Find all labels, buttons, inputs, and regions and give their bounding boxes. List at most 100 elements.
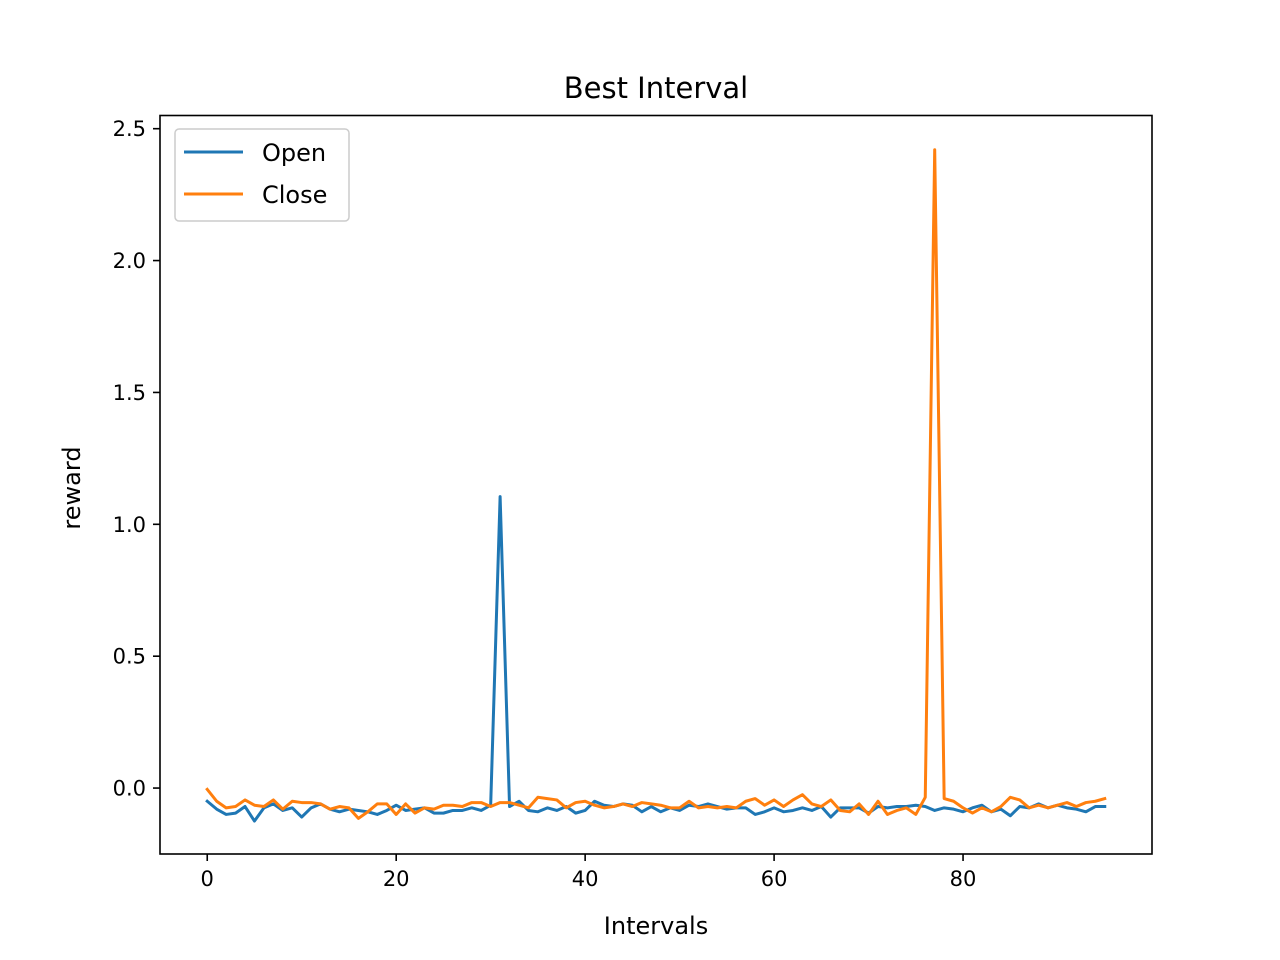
data-point-open bbox=[943, 806, 946, 809]
data-point-close bbox=[366, 810, 369, 813]
data-point-close bbox=[1028, 806, 1031, 809]
data-point-close bbox=[877, 800, 880, 803]
data-point-open bbox=[395, 804, 398, 807]
data-point-open bbox=[848, 806, 851, 809]
data-point-open bbox=[432, 812, 435, 815]
data-point-close bbox=[546, 797, 549, 800]
data-point-close bbox=[829, 798, 832, 801]
data-point-close bbox=[952, 800, 955, 803]
data-point-close bbox=[404, 802, 407, 805]
data-point-open bbox=[914, 804, 917, 807]
data-point-close bbox=[215, 800, 218, 803]
y-tick-label: 2.5 bbox=[113, 117, 146, 141]
data-point-close bbox=[395, 813, 398, 816]
data-point-close bbox=[442, 804, 445, 807]
data-point-close bbox=[678, 806, 681, 809]
data-point-close bbox=[1075, 805, 1078, 808]
data-point-close bbox=[688, 800, 691, 803]
data-point-open bbox=[555, 809, 558, 812]
data-point-close bbox=[262, 805, 265, 808]
data-point-open bbox=[1084, 810, 1087, 813]
data-point-open bbox=[451, 809, 454, 812]
data-point-open bbox=[518, 800, 521, 803]
data-point-close bbox=[990, 810, 993, 813]
data-point-close bbox=[706, 805, 709, 808]
data-point-open bbox=[215, 808, 218, 811]
data-point-close bbox=[773, 798, 776, 801]
data-point-close bbox=[612, 805, 615, 808]
data-point-close bbox=[565, 806, 568, 809]
data-point-close bbox=[763, 804, 766, 807]
data-point-open bbox=[933, 809, 936, 812]
data-point-open bbox=[640, 810, 643, 813]
data-point-open bbox=[508, 805, 511, 808]
data-point-close bbox=[886, 813, 889, 816]
data-point-close bbox=[791, 798, 794, 801]
x-tick-label: 0 bbox=[201, 867, 214, 891]
data-point-close bbox=[848, 810, 851, 813]
data-point-open bbox=[782, 810, 785, 813]
data-point-close bbox=[244, 798, 247, 801]
data-point-open bbox=[357, 809, 360, 812]
x-axis: 0 20 40 60 80 bbox=[201, 854, 977, 891]
plot-frame bbox=[159, 114, 1153, 855]
data-point-close bbox=[1094, 800, 1097, 803]
data-point-close bbox=[555, 798, 558, 801]
data-point-open bbox=[688, 804, 691, 807]
x-tick-label: 60 bbox=[761, 867, 788, 891]
data-point-open bbox=[376, 813, 379, 816]
data-point-open bbox=[801, 806, 804, 809]
y-tick-label: 2.0 bbox=[113, 249, 146, 273]
legend: Open Close bbox=[174, 128, 350, 222]
data-point-open bbox=[678, 809, 681, 812]
data-point-close bbox=[820, 805, 823, 808]
series-line-open bbox=[205, 495, 1107, 823]
data-point-open bbox=[971, 806, 974, 809]
data-point-close bbox=[574, 801, 577, 804]
data-point-open bbox=[593, 800, 596, 803]
data-point-close bbox=[754, 797, 757, 800]
data-point-open bbox=[1094, 805, 1097, 808]
data-point-close bbox=[593, 804, 596, 807]
data-point-open bbox=[791, 809, 794, 812]
data-point-open bbox=[527, 809, 530, 812]
data-point-open bbox=[1018, 805, 1021, 808]
data-point-close bbox=[801, 793, 804, 796]
data-point-close bbox=[234, 805, 237, 808]
data-point-open bbox=[300, 816, 303, 819]
data-point-open bbox=[244, 805, 247, 808]
data-point-close bbox=[253, 804, 256, 807]
data-point-close bbox=[1047, 806, 1050, 809]
data-point-close bbox=[839, 809, 842, 812]
data-point-close bbox=[432, 808, 435, 811]
data-point-open bbox=[385, 809, 388, 812]
data-point-open bbox=[877, 805, 880, 808]
data-point-close bbox=[357, 817, 360, 820]
data-point-open bbox=[480, 809, 483, 812]
data-point-open bbox=[310, 806, 313, 809]
data-point-open bbox=[706, 802, 709, 805]
data-point-close bbox=[697, 806, 700, 809]
data-point-close bbox=[1065, 801, 1068, 804]
x-tick-label: 20 bbox=[383, 867, 410, 891]
data-point-open bbox=[924, 805, 927, 808]
data-point-close bbox=[867, 813, 870, 816]
data-point-close bbox=[508, 801, 511, 804]
data-point-close bbox=[291, 800, 294, 803]
y-tick-label: 1.0 bbox=[113, 513, 146, 537]
series-line-close bbox=[205, 148, 1107, 820]
x-tick-label: 80 bbox=[950, 867, 977, 891]
data-point-close bbox=[1056, 804, 1059, 807]
data-point-close bbox=[1018, 798, 1021, 801]
data-point-close bbox=[895, 809, 898, 812]
data-point-close bbox=[300, 801, 303, 804]
data-point-close bbox=[735, 806, 738, 809]
data-point-close bbox=[470, 801, 473, 804]
data-point-close bbox=[640, 801, 643, 804]
data-point-open bbox=[574, 812, 577, 815]
data-point-close bbox=[310, 801, 313, 804]
data-point-open bbox=[773, 806, 776, 809]
data-point-open bbox=[1075, 808, 1078, 811]
data-point-open bbox=[470, 806, 473, 809]
